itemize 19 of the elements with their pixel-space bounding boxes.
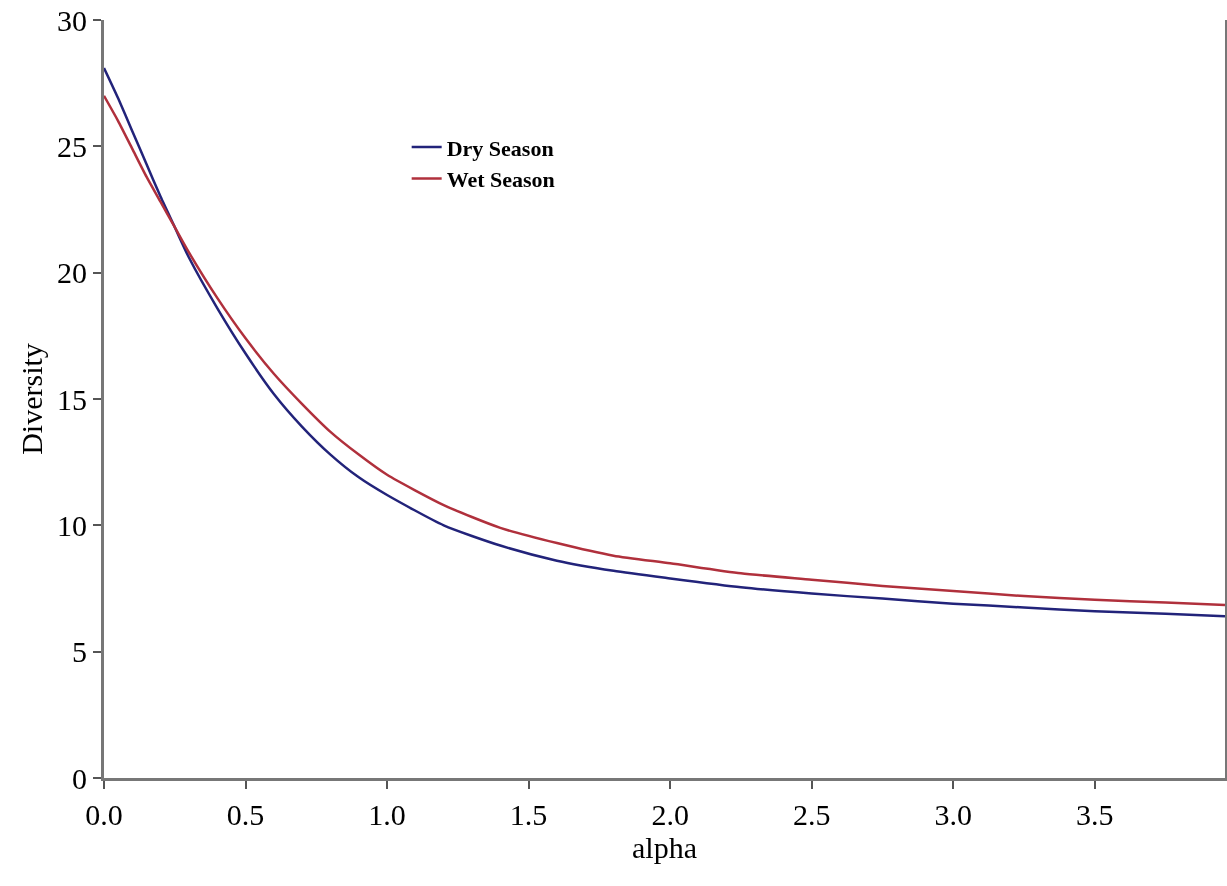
y-tick-label: 20	[57, 256, 87, 290]
x-tick-label: 1.0	[368, 798, 406, 831]
x-axis-title: alpha	[632, 831, 697, 864]
y-tick-label: 15	[57, 382, 87, 416]
y-tick-label: 0	[72, 761, 87, 795]
y-tick-label: 10	[57, 508, 87, 542]
y-axis-title: Diversity	[15, 343, 48, 455]
y-tick-label: 25	[57, 129, 87, 163]
x-tick-label: 0.5	[226, 798, 265, 831]
x-tick-label: 3.0	[934, 798, 972, 831]
y-tick-label: 30	[57, 3, 87, 37]
x-tick-label: 1.5	[509, 798, 548, 831]
legend-label: Wet Season	[446, 167, 555, 193]
x-tick-label: 2.5	[792, 798, 831, 831]
legend-label: Dry Season	[446, 135, 554, 161]
y-tick-label: 5	[72, 635, 87, 669]
x-tick-label: 3.5	[1076, 798, 1114, 831]
x-tick-label: 2.0	[651, 798, 689, 831]
x-tick-label: 0.0	[85, 798, 123, 831]
